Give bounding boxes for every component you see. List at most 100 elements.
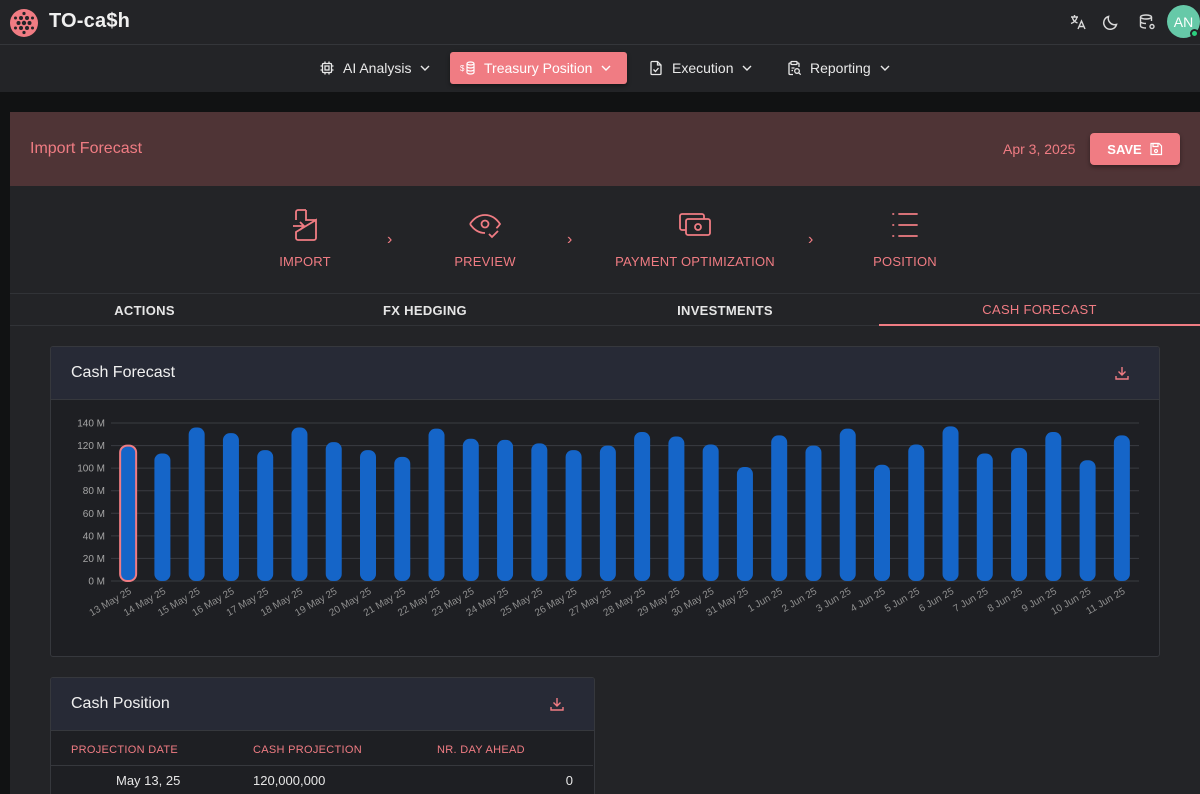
column-header-days-ahead[interactable]: NR. DAY AHEAD bbox=[437, 744, 525, 756]
chart-bar[interactable] bbox=[325, 442, 342, 581]
cell-days-ahead: 0 bbox=[565, 773, 573, 788]
x-tick-label: 7 Jun 25 bbox=[952, 586, 991, 615]
list-icon bbox=[892, 213, 918, 237]
chart-bar[interactable] bbox=[394, 456, 411, 581]
card-title: Cash Forecast bbox=[71, 364, 176, 381]
nav-ai-analysis[interactable]: AI Analysis bbox=[309, 52, 441, 84]
top-bar: TO-ca$h AN bbox=[0, 0, 1200, 45]
nav-label: Execution bbox=[672, 60, 734, 76]
chart-bar[interactable] bbox=[874, 464, 890, 581]
chart-bar[interactable] bbox=[839, 428, 856, 581]
chart-bar[interactable] bbox=[668, 436, 685, 581]
nav-execution[interactable]: Execution bbox=[638, 52, 763, 84]
table-row[interactable]: May 13, 25 120,000,000 0 bbox=[51, 767, 593, 794]
chart-bar[interactable] bbox=[360, 450, 376, 581]
chevron-down-icon bbox=[420, 65, 430, 71]
nav-treasury-position[interactable]: $ Treasury Position bbox=[450, 52, 627, 84]
chart-bar[interactable] bbox=[497, 439, 514, 581]
chevron-down-icon bbox=[880, 65, 890, 71]
save-button-label: SAVE bbox=[1107, 141, 1142, 157]
chart-bar[interactable] bbox=[1011, 447, 1028, 581]
translate-icon[interactable] bbox=[1068, 12, 1088, 32]
y-tick-label: 20 M bbox=[83, 554, 105, 565]
tab-bar: ACTIONS FX HEDGING INVESTMENTS CASH FORE… bbox=[10, 293, 1200, 326]
chip-icon bbox=[320, 61, 334, 75]
y-tick-label: 80 M bbox=[83, 486, 105, 497]
x-tick-label: 2 Jun 25 bbox=[780, 586, 819, 615]
main-nav: AI Analysis $ Treasury Position Executio… bbox=[0, 45, 1200, 92]
x-tick-label: 4 Jun 25 bbox=[849, 586, 888, 615]
chart-bar[interactable] bbox=[188, 427, 205, 581]
card-title: Cash Position bbox=[71, 695, 170, 712]
nav-reporting[interactable]: Reporting bbox=[776, 52, 901, 84]
chart-bar[interactable] bbox=[942, 426, 959, 581]
step-import[interactable]: IMPORT bbox=[260, 208, 350, 269]
chart-bar[interactable] bbox=[634, 432, 651, 581]
chart-bar[interactable] bbox=[1045, 432, 1062, 581]
chevron-right-icon: › bbox=[567, 231, 573, 248]
chart-bar[interactable] bbox=[257, 450, 274, 581]
app-title: TO-ca$h bbox=[49, 10, 131, 32]
import-file-icon bbox=[293, 209, 317, 241]
chart-bar[interactable] bbox=[1113, 435, 1130, 581]
save-icon bbox=[1150, 142, 1162, 156]
online-status-dot bbox=[1190, 29, 1199, 38]
chart-bar[interactable] bbox=[291, 427, 308, 581]
tab-investments[interactable]: INVESTMENTS bbox=[677, 302, 773, 318]
dark-mode-icon[interactable] bbox=[1101, 12, 1121, 32]
x-tick-label: 1 Jun 25 bbox=[746, 586, 785, 615]
x-tick-label: 6 Jun 25 bbox=[917, 586, 956, 615]
chart-bar[interactable] bbox=[599, 445, 616, 581]
column-header-projection-date[interactable]: PROJECTION DATE bbox=[71, 744, 178, 756]
card-header: Cash Forecast bbox=[51, 347, 1159, 400]
chart-bar[interactable] bbox=[222, 433, 239, 581]
x-tick-label: 5 Jun 25 bbox=[883, 586, 922, 615]
chart-bar[interactable] bbox=[531, 443, 548, 581]
step-payment-optimization[interactable]: PAYMENT OPTIMIZATION bbox=[610, 208, 780, 269]
step-label: PREVIEW bbox=[454, 254, 516, 269]
logo-icon[interactable] bbox=[9, 8, 39, 38]
chart-bar[interactable] bbox=[565, 450, 582, 581]
chart-bar[interactable] bbox=[976, 453, 993, 581]
chart-bar[interactable] bbox=[805, 445, 822, 581]
eye-check-icon bbox=[469, 214, 502, 239]
chart-bar[interactable] bbox=[771, 435, 788, 581]
cell-cash-projection: 120,000,000 bbox=[253, 773, 326, 788]
download-icon[interactable] bbox=[549, 696, 565, 712]
coins-dollar-icon: $ bbox=[460, 61, 475, 75]
tab-actions[interactable]: ACTIONS bbox=[114, 302, 175, 318]
chevron-right-icon: › bbox=[387, 231, 393, 248]
cash-position-card: Cash Position PROJECTION DATE CASH PROJE… bbox=[50, 677, 595, 794]
y-tick-label: 100 M bbox=[77, 464, 105, 475]
report-search-icon bbox=[788, 60, 802, 76]
step-preview[interactable]: PREVIEW bbox=[440, 208, 530, 269]
download-icon[interactable] bbox=[1114, 365, 1130, 381]
database-settings-icon[interactable] bbox=[1137, 12, 1157, 32]
cash-icon bbox=[679, 213, 711, 236]
x-tick-label: 8 Jun 25 bbox=[986, 586, 1025, 615]
chart-bar[interactable] bbox=[428, 428, 445, 581]
chart-bar[interactable] bbox=[702, 444, 719, 581]
save-button[interactable]: SAVE bbox=[1090, 133, 1180, 165]
x-tick-label: 11 Jun 25 bbox=[1084, 586, 1127, 617]
chart-bar[interactable] bbox=[154, 453, 171, 581]
chart-bar[interactable] bbox=[908, 444, 925, 581]
y-tick-label: 140 M bbox=[77, 419, 105, 430]
nav-label: Reporting bbox=[810, 60, 871, 76]
chart-bar[interactable] bbox=[1079, 460, 1096, 581]
y-tick-label: 60 M bbox=[83, 509, 105, 520]
tab-cash-forecast[interactable]: CASH FORECAST bbox=[879, 294, 1200, 326]
step-position[interactable]: POSITION bbox=[860, 208, 950, 269]
y-tick-label: 120 M bbox=[77, 441, 105, 452]
cell-projection-date: May 13, 25 bbox=[116, 773, 181, 788]
file-check-icon bbox=[650, 60, 662, 76]
cash-forecast-card: Cash Forecast 0 M 20 M 40 M 60 M 80 M 100 M 12… bbox=[50, 346, 1160, 657]
panel-date: Apr 3, 2025 bbox=[1003, 141, 1076, 157]
chart-bar[interactable] bbox=[119, 444, 138, 583]
column-header-cash-projection[interactable]: CASH PROJECTION bbox=[253, 744, 363, 756]
chart-bar[interactable] bbox=[736, 467, 753, 581]
svg-text:$: $ bbox=[460, 64, 465, 73]
chart-bar[interactable] bbox=[462, 438, 479, 581]
tab-fx-hedging[interactable]: FX HEDGING bbox=[383, 302, 467, 318]
